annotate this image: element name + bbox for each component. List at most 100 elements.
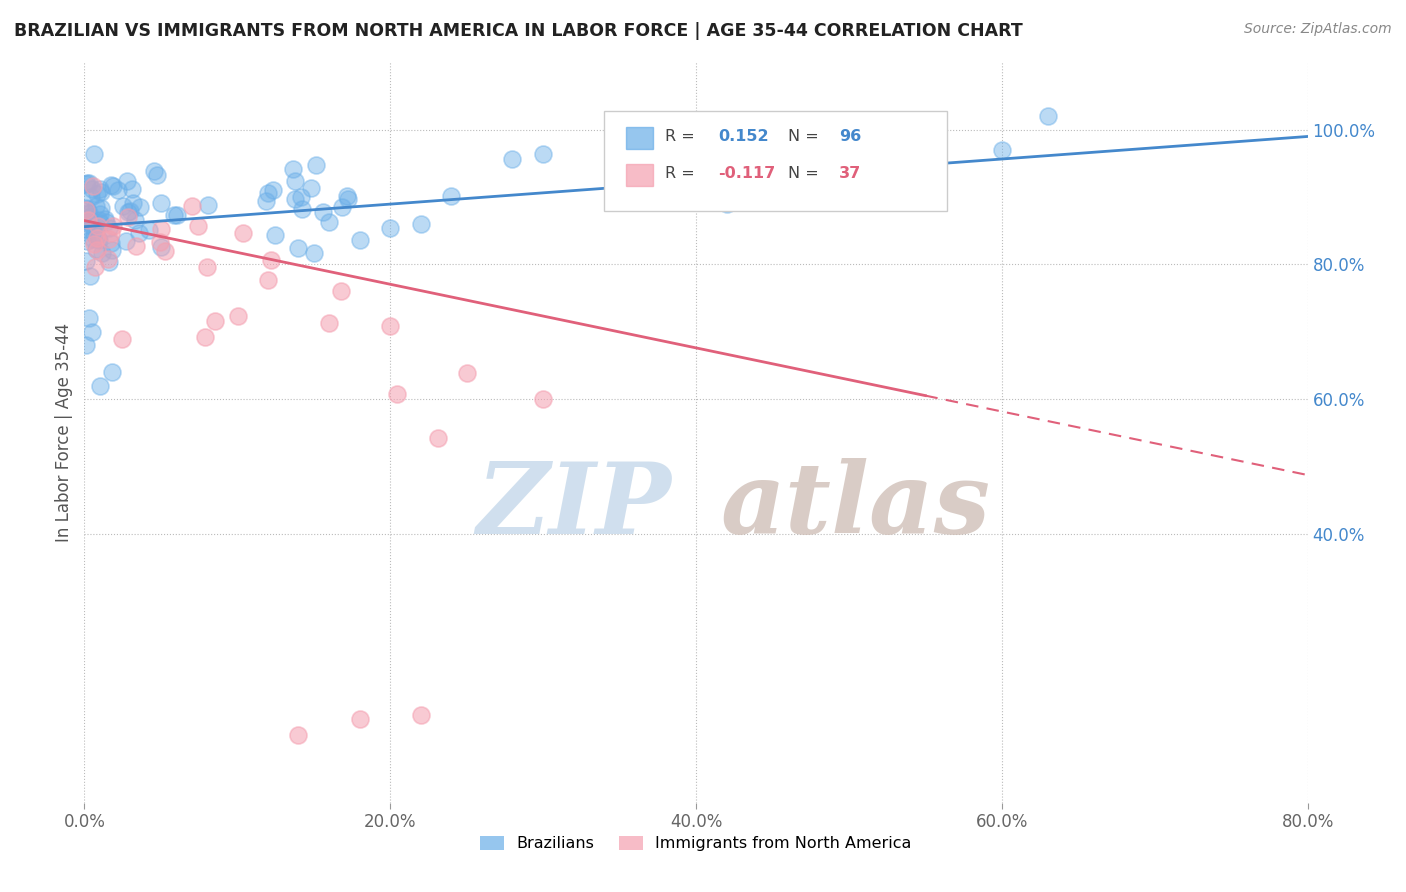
Point — [502, 152, 524, 166]
Point — [97, 252, 120, 266]
Point — [75, 222, 97, 236]
Point — [90, 245, 112, 260]
Bar — [626, 127, 654, 149]
Point — [456, 366, 478, 380]
Point — [991, 143, 1014, 157]
Point — [118, 204, 141, 219]
Point — [284, 174, 307, 188]
Point — [264, 228, 287, 243]
Point — [129, 200, 152, 214]
Point — [385, 387, 408, 401]
Point — [79, 216, 101, 230]
Point — [87, 233, 110, 247]
Point — [838, 158, 860, 172]
Point — [531, 392, 554, 407]
Point — [100, 365, 122, 379]
Legend: Brazilians, Immigrants from North America: Brazilians, Immigrants from North Americ… — [474, 830, 918, 858]
Point — [90, 201, 112, 215]
Point — [89, 182, 111, 196]
Point — [337, 193, 360, 207]
Point — [197, 198, 219, 212]
Bar — [626, 164, 654, 186]
Point — [195, 260, 218, 274]
Point — [332, 200, 354, 214]
Point — [79, 268, 101, 283]
Text: ZIP: ZIP — [477, 458, 672, 555]
Point — [257, 273, 280, 287]
Point — [232, 226, 254, 240]
Point — [80, 190, 103, 204]
Text: atlas: atlas — [720, 458, 990, 555]
Point — [380, 221, 402, 235]
Point — [142, 164, 165, 178]
Text: N =: N = — [787, 129, 824, 144]
Point — [84, 242, 107, 256]
Point — [77, 211, 100, 226]
Point — [82, 219, 104, 233]
Point — [83, 260, 105, 275]
Point — [82, 232, 104, 246]
Point — [97, 221, 120, 235]
Point — [80, 182, 103, 196]
Point — [312, 205, 335, 219]
Point — [117, 205, 139, 219]
Point — [75, 338, 97, 352]
Point — [83, 147, 105, 161]
Point — [290, 190, 312, 204]
Point — [181, 199, 204, 213]
Point — [82, 325, 104, 339]
Point — [89, 207, 111, 221]
Point — [283, 161, 305, 176]
Point — [287, 241, 309, 255]
Point — [77, 205, 100, 219]
Text: R =: R = — [665, 129, 700, 144]
Y-axis label: In Labor Force | Age 35-44: In Labor Force | Age 35-44 — [55, 323, 73, 542]
Point — [318, 214, 340, 228]
Point — [77, 210, 100, 224]
Point — [87, 219, 110, 233]
Point — [98, 255, 121, 269]
Point — [284, 192, 307, 206]
Point — [86, 243, 108, 257]
Point — [90, 186, 112, 200]
Point — [299, 181, 322, 195]
Point — [330, 284, 353, 298]
Point — [1036, 109, 1059, 123]
Point — [148, 235, 170, 250]
Point — [257, 186, 280, 201]
Text: -0.117: -0.117 — [718, 166, 775, 181]
Point — [96, 215, 118, 229]
Point — [254, 194, 277, 209]
Point — [228, 310, 250, 324]
Text: BRAZILIAN VS IMMIGRANTS FROM NORTH AMERICA IN LABOR FORCE | AGE 35-44 CORRELATIO: BRAZILIAN VS IMMIGRANTS FROM NORTH AMERI… — [14, 22, 1022, 40]
Point — [149, 221, 172, 235]
Point — [150, 196, 173, 211]
Point — [75, 207, 97, 221]
Point — [75, 254, 97, 268]
Text: N =: N = — [787, 166, 824, 181]
Point — [101, 178, 124, 193]
Point — [335, 189, 357, 203]
Point — [716, 197, 738, 211]
Point — [100, 178, 122, 192]
Point — [75, 177, 97, 191]
FancyBboxPatch shape — [605, 111, 946, 211]
Point — [318, 316, 340, 330]
Point — [112, 199, 135, 213]
Point — [79, 176, 101, 190]
Point — [262, 183, 284, 197]
Point — [76, 202, 98, 216]
Point — [77, 311, 100, 326]
Text: 37: 37 — [839, 166, 862, 181]
Point — [101, 219, 124, 233]
Point — [97, 231, 120, 245]
Point — [86, 187, 108, 202]
Point — [409, 708, 432, 723]
Point — [117, 210, 139, 224]
Point — [121, 196, 143, 211]
Point — [83, 227, 105, 241]
Point — [124, 212, 146, 227]
Point — [124, 239, 146, 253]
Text: 96: 96 — [839, 129, 862, 144]
Point — [531, 146, 554, 161]
